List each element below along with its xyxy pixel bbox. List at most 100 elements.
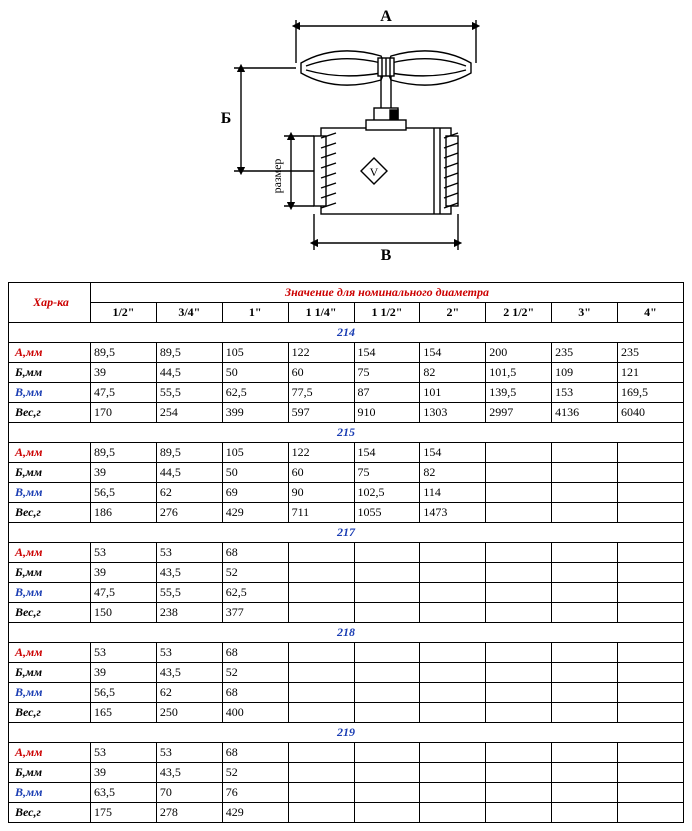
value-cell: 235 [552, 343, 618, 363]
row-label: Вес,г [9, 603, 91, 623]
value-cell: 55,5 [156, 383, 222, 403]
value-cell [354, 783, 420, 803]
value-cell: 1473 [420, 503, 486, 523]
value-cell: 68 [222, 683, 288, 703]
size-head: 1" [222, 303, 288, 323]
value-cell: 87 [354, 383, 420, 403]
svg-text:A: A [380, 8, 392, 25]
value-cell [486, 783, 552, 803]
value-cell [288, 603, 354, 623]
technical-diagram: A [8, 8, 684, 268]
size-head: 4" [618, 303, 684, 323]
value-cell: 47,5 [91, 383, 157, 403]
value-cell [486, 483, 552, 503]
value-cell: 53 [156, 543, 222, 563]
value-cell [288, 643, 354, 663]
value-cell: 89,5 [156, 443, 222, 463]
value-cell: 39 [91, 563, 157, 583]
value-cell [354, 663, 420, 683]
value-cell: 50 [222, 363, 288, 383]
value-cell: 39 [91, 463, 157, 483]
value-cell [552, 463, 618, 483]
value-cell [354, 563, 420, 583]
value-cell: 235 [618, 343, 684, 363]
value-cell: 70 [156, 783, 222, 803]
row-label: В,мм [9, 583, 91, 603]
value-cell [354, 583, 420, 603]
value-cell [354, 763, 420, 783]
size-head: 1 1/2" [354, 303, 420, 323]
value-cell: 121 [618, 363, 684, 383]
value-cell: 254 [156, 403, 222, 423]
row-label: Вес,г [9, 803, 91, 823]
value-cell [486, 543, 552, 563]
value-cell: 139,5 [486, 383, 552, 403]
value-cell: 122 [288, 443, 354, 463]
value-cell: 154 [420, 443, 486, 463]
header-group: Значение для номинального диаметра [91, 283, 684, 303]
value-cell [552, 663, 618, 683]
value-cell: 165 [91, 703, 157, 723]
value-cell [486, 803, 552, 823]
row-label: Б,мм [9, 663, 91, 683]
value-cell: 53 [156, 743, 222, 763]
value-cell [420, 683, 486, 703]
value-cell [486, 703, 552, 723]
row-label: Б,мм [9, 363, 91, 383]
value-cell [420, 663, 486, 683]
value-cell [354, 643, 420, 663]
value-cell: 109 [552, 363, 618, 383]
row-label: В,мм [9, 483, 91, 503]
value-cell: 170 [91, 403, 157, 423]
value-cell [552, 703, 618, 723]
value-cell: 105 [222, 443, 288, 463]
value-cell: 154 [354, 443, 420, 463]
value-cell [420, 743, 486, 763]
value-cell: 101,5 [486, 363, 552, 383]
section-head: 214 [9, 323, 684, 343]
value-cell [618, 583, 684, 603]
header-label: Хар-ка [9, 283, 91, 323]
value-cell [618, 483, 684, 503]
value-cell [618, 643, 684, 663]
value-cell [354, 743, 420, 763]
value-cell [420, 543, 486, 563]
size-head: 2" [420, 303, 486, 323]
value-cell: 278 [156, 803, 222, 823]
section-head: 217 [9, 523, 684, 543]
value-cell: 53 [156, 643, 222, 663]
value-cell: 52 [222, 663, 288, 683]
value-cell [552, 683, 618, 703]
value-cell [618, 763, 684, 783]
value-cell [354, 703, 420, 723]
value-cell [288, 783, 354, 803]
value-cell [486, 743, 552, 763]
value-cell: 43,5 [156, 663, 222, 683]
value-cell: 153 [552, 383, 618, 403]
value-cell [288, 743, 354, 763]
value-cell: 50 [222, 463, 288, 483]
value-cell: 89,5 [91, 443, 157, 463]
value-cell [552, 643, 618, 663]
value-cell [618, 443, 684, 463]
value-cell: 101 [420, 383, 486, 403]
value-cell: 55,5 [156, 583, 222, 603]
value-cell: 154 [354, 343, 420, 363]
value-cell: 186 [91, 503, 157, 523]
value-cell [288, 663, 354, 683]
value-cell: 400 [222, 703, 288, 723]
value-cell [420, 763, 486, 783]
value-cell [618, 783, 684, 803]
value-cell [618, 543, 684, 563]
value-cell [552, 543, 618, 563]
row-label: В,мм [9, 683, 91, 703]
value-cell: 62 [156, 683, 222, 703]
value-cell: 77,5 [288, 383, 354, 403]
row-label: Вес,г [9, 503, 91, 523]
value-cell: 52 [222, 763, 288, 783]
value-cell: 105 [222, 343, 288, 363]
value-cell [552, 763, 618, 783]
value-cell [354, 683, 420, 703]
value-cell [486, 643, 552, 663]
value-cell [354, 803, 420, 823]
